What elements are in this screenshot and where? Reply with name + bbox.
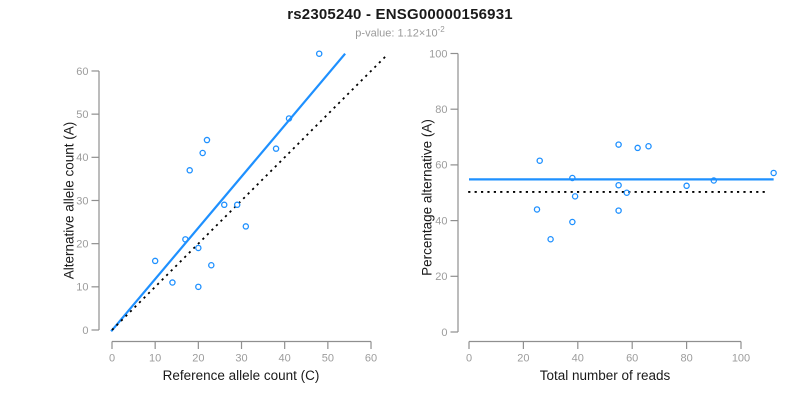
x-tick-label: 0	[466, 353, 472, 365]
data-point	[208, 261, 215, 269]
data-point	[770, 169, 777, 177]
data-point	[203, 136, 211, 144]
p-value-text: p-value: 1.12×10	[355, 27, 438, 40]
data-point	[634, 144, 641, 152]
x-tick-label: 40	[279, 353, 291, 365]
data-point	[315, 50, 323, 57]
data-point	[233, 201, 241, 209]
x-tick-label: 60	[626, 353, 638, 365]
figure-title: rs2305240 - ENSG00000156931	[287, 6, 513, 23]
data-point	[242, 223, 250, 230]
data-point	[615, 141, 622, 148]
identity-line	[111, 55, 387, 331]
y-tick-label: 10	[76, 282, 88, 294]
y-tick-label: 40	[435, 215, 447, 227]
data-point	[615, 207, 622, 214]
x-tick-label: 30	[235, 353, 247, 365]
allele-counts-scatter: 0 10 20 30 40 50 60 0 10 20 30 40 50 60	[76, 50, 387, 365]
left-plot-x-axis-title: Reference allele count (C)	[162, 368, 320, 383]
data-point	[285, 115, 293, 122]
data-point	[151, 257, 159, 265]
data-point	[536, 157, 543, 164]
data-point	[569, 174, 576, 182]
x-tick-label: 100	[732, 353, 750, 365]
right-plot-y-axis-title: Percentage alternative (A)	[419, 119, 435, 276]
x-tick-label: 60	[365, 353, 377, 365]
x-tick-label: 80	[680, 353, 692, 365]
y-tick-label: 60	[76, 66, 88, 78]
data-point	[182, 236, 189, 243]
y-tick-label: 40	[76, 152, 88, 164]
y-tick-label: 60	[435, 160, 447, 172]
data-point	[623, 189, 631, 196]
y-tick-label: 20	[76, 238, 88, 250]
x-tick-label: 10	[149, 353, 161, 365]
data-point	[533, 206, 541, 213]
x-tick-label: 0	[109, 353, 115, 365]
percentage-vs-reads-scatter: 0 20 40 60 80 100 0 20 40 60 80 100	[429, 48, 777, 365]
data-point	[645, 142, 652, 150]
y-tick-label: 20	[435, 271, 447, 283]
y-tick-label: 30	[76, 195, 88, 207]
data-point	[569, 218, 576, 226]
data-point	[199, 149, 206, 157]
y-tick-label: 50	[76, 109, 88, 121]
x-tick-label: 20	[517, 353, 529, 365]
data-point	[683, 182, 690, 190]
data-point	[195, 283, 202, 291]
y-tick-label: 0	[82, 325, 88, 337]
x-tick-label: 40	[572, 353, 584, 365]
y-tick-label: 80	[435, 104, 447, 116]
data-point	[169, 279, 176, 286]
data-point	[272, 145, 280, 152]
x-tick-label: 20	[192, 353, 204, 365]
fitted-line	[110, 53, 346, 333]
data-point	[547, 236, 554, 243]
data-point	[571, 193, 579, 200]
data-point	[195, 244, 202, 252]
right-plot-x-axis-title: Total number of reads	[539, 368, 671, 383]
x-tick-label: 50	[322, 353, 334, 365]
data-point	[615, 181, 622, 189]
data-point	[186, 167, 193, 174]
y-tick-label: 0	[441, 327, 447, 339]
figure-subtitle: p-value: 1.12×10-2	[0, 25, 800, 40]
y-tick-label: 100	[429, 48, 447, 60]
data-point	[220, 201, 228, 209]
p-value-exponent: -2	[437, 25, 445, 34]
left-plot-y-axis-title: Alternative allele count (A)	[61, 121, 77, 280]
data-point	[710, 177, 718, 184]
